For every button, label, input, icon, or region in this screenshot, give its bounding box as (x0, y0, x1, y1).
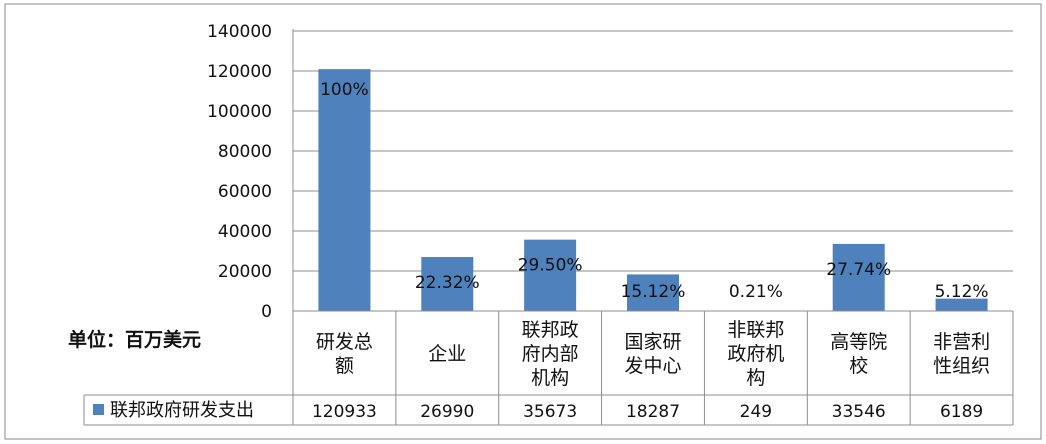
data-label: 0.21% (729, 282, 783, 302)
legend-label: 联邦政府研发支出 (110, 400, 254, 421)
category-label: 性组织 (933, 355, 990, 377)
category-label: 构 (746, 367, 765, 389)
gridlines (292, 29, 1013, 311)
table-value: 35673 (523, 402, 577, 422)
legend-swatch (93, 404, 104, 415)
category-label: 研发总 (316, 331, 373, 353)
bar (421, 257, 474, 311)
category-label: 国家研 (624, 331, 681, 353)
category-label: 高等院 (830, 331, 887, 353)
data-labels: 100% 22.32% 29.50% 15.12% 0.21% 27.74% 5.12% (320, 80, 988, 302)
bars (318, 69, 988, 311)
y-tick-label: 60000 (218, 182, 272, 202)
bar (318, 69, 371, 311)
unit-label: 单位：百万美元 (68, 328, 201, 351)
data-label: 15.12% (621, 282, 686, 302)
category-label: 校 (849, 355, 868, 377)
category-label: 府内部 (522, 343, 579, 365)
bar (935, 298, 988, 311)
y-axis: 0 20000 40000 60000 80000 100000 120000 140000 (207, 22, 272, 322)
data-label: 22.32% (415, 273, 480, 293)
category-label: 企业 (428, 343, 466, 365)
y-tick-label: 140000 (207, 22, 272, 42)
data-label: 100% (320, 80, 369, 100)
chart-frame (4, 3, 1042, 440)
table-value: 6189 (940, 402, 983, 422)
table-value: 18287 (626, 402, 680, 422)
y-tick-label: 40000 (218, 222, 272, 242)
bar (524, 239, 577, 311)
y-tick-label: 0 (261, 302, 272, 322)
category-label: 额 (335, 355, 354, 377)
data-label: 29.50% (518, 256, 583, 276)
table-value: 33546 (832, 402, 886, 422)
y-tick-label: 20000 (218, 262, 272, 282)
y-tick-label: 120000 (207, 62, 272, 82)
bar (832, 243, 885, 311)
table-value: 249 (740, 402, 772, 422)
table-value: 26990 (420, 402, 474, 422)
data-label: 27.74% (826, 260, 891, 280)
category-label: 发中心 (624, 355, 681, 377)
y-tick-label: 100000 (207, 102, 272, 122)
category-label: 非营利 (933, 331, 990, 353)
category-label: 机构 (531, 367, 569, 389)
data-label: 5.12% (935, 282, 989, 302)
category-label: 联邦政 (522, 319, 579, 341)
table-value: 120933 (312, 402, 377, 422)
y-tick-label: 80000 (218, 142, 272, 162)
category-label: 非联邦 (727, 319, 784, 341)
bar (627, 274, 679, 311)
category-label: 政府机 (727, 343, 784, 365)
